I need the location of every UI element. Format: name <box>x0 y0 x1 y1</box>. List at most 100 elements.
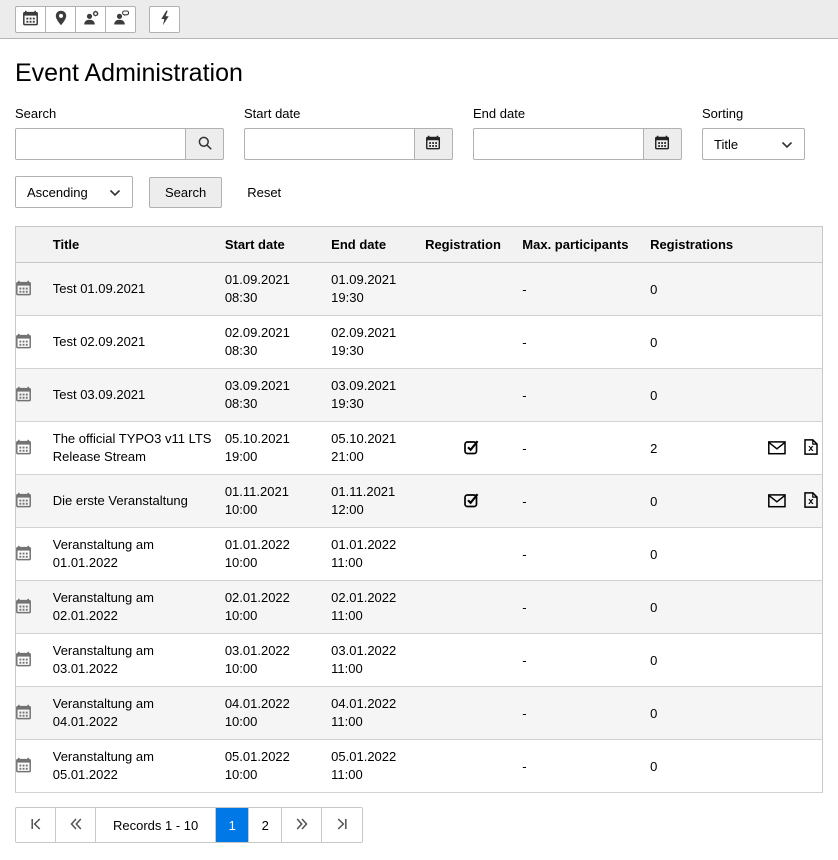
start-time: 10:00 <box>224 714 258 729</box>
last-page-button[interactable] <box>322 808 362 842</box>
row-actions-cell <box>754 740 822 793</box>
event-record-icon <box>16 438 32 458</box>
start-date: 04.01.2022 <box>224 696 290 711</box>
start-date: 02.09.2021 <box>224 325 290 340</box>
row-actions-cell <box>754 263 822 316</box>
registrations-count: 0 <box>650 334 658 350</box>
table-row: Test 02.09.2021 02.09.2021 08:30 02.09.20… <box>15 316 823 369</box>
row-actions-cell <box>754 422 822 475</box>
start-time: 10:00 <box>224 502 258 517</box>
registration-cell <box>425 316 522 369</box>
search-button[interactable]: Search <box>149 176 223 208</box>
sorting-select[interactable]: Title <box>702 128 805 160</box>
csv-download-icon[interactable] <box>804 491 818 508</box>
end-date-label: End date <box>473 106 526 121</box>
end-date: 03.09.2021 <box>331 378 397 393</box>
max-participants-cell: - <box>522 705 527 721</box>
registrations-count: 0 <box>650 493 658 509</box>
end-time: 19:30 <box>331 343 364 358</box>
max-participants-cell: - <box>522 599 527 615</box>
max-participants-cell: - <box>522 758 527 774</box>
registration-cell <box>425 422 522 475</box>
search-submit-icon-button[interactable] <box>185 128 224 160</box>
end-date-filter-group: End date <box>473 106 682 160</box>
start-date-filter-group: Start date <box>244 106 453 160</box>
module-button-group <box>15 5 136 33</box>
start-time: 10:00 <box>224 608 258 623</box>
event-title: Veranstaltung am 01.01.2022 <box>52 537 154 570</box>
reset-button[interactable]: Reset <box>241 184 287 201</box>
end-date-input[interactable] <box>473 128 644 160</box>
search-label: Search <box>15 106 57 121</box>
search-input[interactable] <box>15 128 186 160</box>
start-time: 10:00 <box>224 555 258 570</box>
start-date-picker-button[interactable] <box>414 128 453 160</box>
page-button-1[interactable]: 1 <box>216 808 250 842</box>
table-row: Test 03.09.2021 03.09.2021 08:30 03.09.20… <box>15 368 823 422</box>
registrations-count: 0 <box>650 758 658 774</box>
max-participants-cell: - <box>522 493 527 509</box>
table-row: Veranstaltung am 01.01.2022 01.01.2022 10… <box>15 528 823 581</box>
first-page-icon <box>29 817 43 834</box>
max-participants-cell: - <box>522 334 527 350</box>
registration-column-header: Registration <box>425 226 523 263</box>
event-title: Veranstaltung am 03.01.2022 <box>52 643 154 676</box>
event-record-icon <box>16 491 32 511</box>
next-page-button[interactable] <box>282 808 323 842</box>
table-row: The official TYPO3 v11 LTS Release Strea… <box>15 422 823 475</box>
main-content: Event Administration Search Start date E… <box>0 59 838 843</box>
start-date: 05.01.2022 <box>224 749 290 764</box>
chevron-down-icon <box>109 185 121 200</box>
csv-download-icon[interactable] <box>804 438 818 455</box>
actions-module-button[interactable] <box>149 5 180 33</box>
calendar-icon <box>22 9 39 29</box>
event-title: The official TYPO3 v11 LTS Release Strea… <box>52 431 212 464</box>
start-date-label: Start date <box>244 106 301 121</box>
end-time: 12:00 <box>331 502 364 517</box>
speaker-module-button[interactable] <box>105 5 136 33</box>
table-row: Die erste Veranstaltung 01.11.2021 10:00 … <box>15 474 823 528</box>
page-button-2[interactable]: 2 <box>249 808 283 842</box>
max-participants-column-header: Max. participants <box>522 226 651 263</box>
first-page-button[interactable] <box>16 808 56 842</box>
organisator-module-button[interactable] <box>75 5 106 33</box>
start-date: 01.09.2021 <box>224 272 290 287</box>
search-icon <box>197 135 213 154</box>
end-date: 05.01.2022 <box>331 749 397 764</box>
end-date-picker-button[interactable] <box>643 128 682 160</box>
registration-cell <box>425 369 522 422</box>
start-time: 08:30 <box>224 290 258 305</box>
table-header-row: Title Start date End date Registration M… <box>15 226 823 263</box>
end-date: 01.01.2022 <box>331 537 397 552</box>
start-date-input[interactable] <box>244 128 415 160</box>
end-time: 11:00 <box>331 661 363 676</box>
start-date: 03.09.2021 <box>224 378 290 393</box>
email-icon[interactable] <box>768 440 787 455</box>
user-settings-icon <box>83 9 99 29</box>
row-actions-cell <box>754 687 822 740</box>
sort-direction-select[interactable]: Ascending <box>15 176 133 208</box>
records-range-label: Records 1 - 10 <box>96 808 217 842</box>
sorting-filter-group: Sorting Title <box>702 106 805 160</box>
start-date-column-header: Start date <box>224 226 332 263</box>
end-date: 02.01.2022 <box>331 590 397 605</box>
end-date: 02.09.2021 <box>331 325 397 340</box>
email-icon[interactable] <box>768 493 787 508</box>
max-participants-cell: - <box>522 440 527 456</box>
event-title: Test 02.09.2021 <box>52 334 146 349</box>
event-record-icon <box>16 385 32 405</box>
event-title: Veranstaltung am 04.01.2022 <box>52 696 154 729</box>
previous-page-icon <box>69 817 83 834</box>
event-title: Test 01.09.2021 <box>52 281 146 296</box>
registration-cell <box>425 687 522 740</box>
start-date: 03.01.2022 <box>224 643 290 658</box>
calendar-module-button[interactable] <box>15 5 46 33</box>
registrations-column-header: Registrations <box>650 226 755 263</box>
filter-bar: Search Start date End date <box>15 106 823 160</box>
start-time: 10:00 <box>224 767 258 782</box>
previous-page-button[interactable] <box>56 808 96 842</box>
sorting-label: Sorting <box>702 106 744 121</box>
location-module-button[interactable] <box>45 5 76 33</box>
chevron-down-icon <box>781 137 793 152</box>
start-date: 01.11.2021 <box>224 484 289 499</box>
